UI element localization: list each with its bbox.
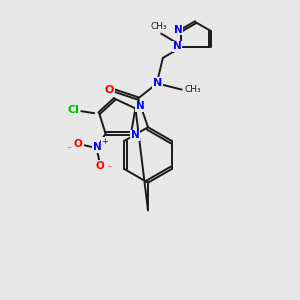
- Text: N: N: [153, 78, 163, 88]
- Text: Cl: Cl: [68, 105, 79, 115]
- Text: ⁻: ⁻: [66, 145, 71, 155]
- Text: N: N: [172, 41, 182, 52]
- Text: N: N: [136, 101, 145, 111]
- Text: O: O: [105, 85, 114, 94]
- Text: ⁻: ⁻: [106, 164, 111, 174]
- Text: O: O: [74, 140, 82, 149]
- Text: CH₃: CH₃: [151, 22, 167, 31]
- Text: CH₃: CH₃: [185, 85, 201, 94]
- Text: N: N: [174, 25, 182, 34]
- Text: +: +: [101, 137, 108, 146]
- Text: N: N: [130, 130, 140, 140]
- Text: O: O: [95, 161, 104, 171]
- Text: N: N: [93, 142, 102, 152]
